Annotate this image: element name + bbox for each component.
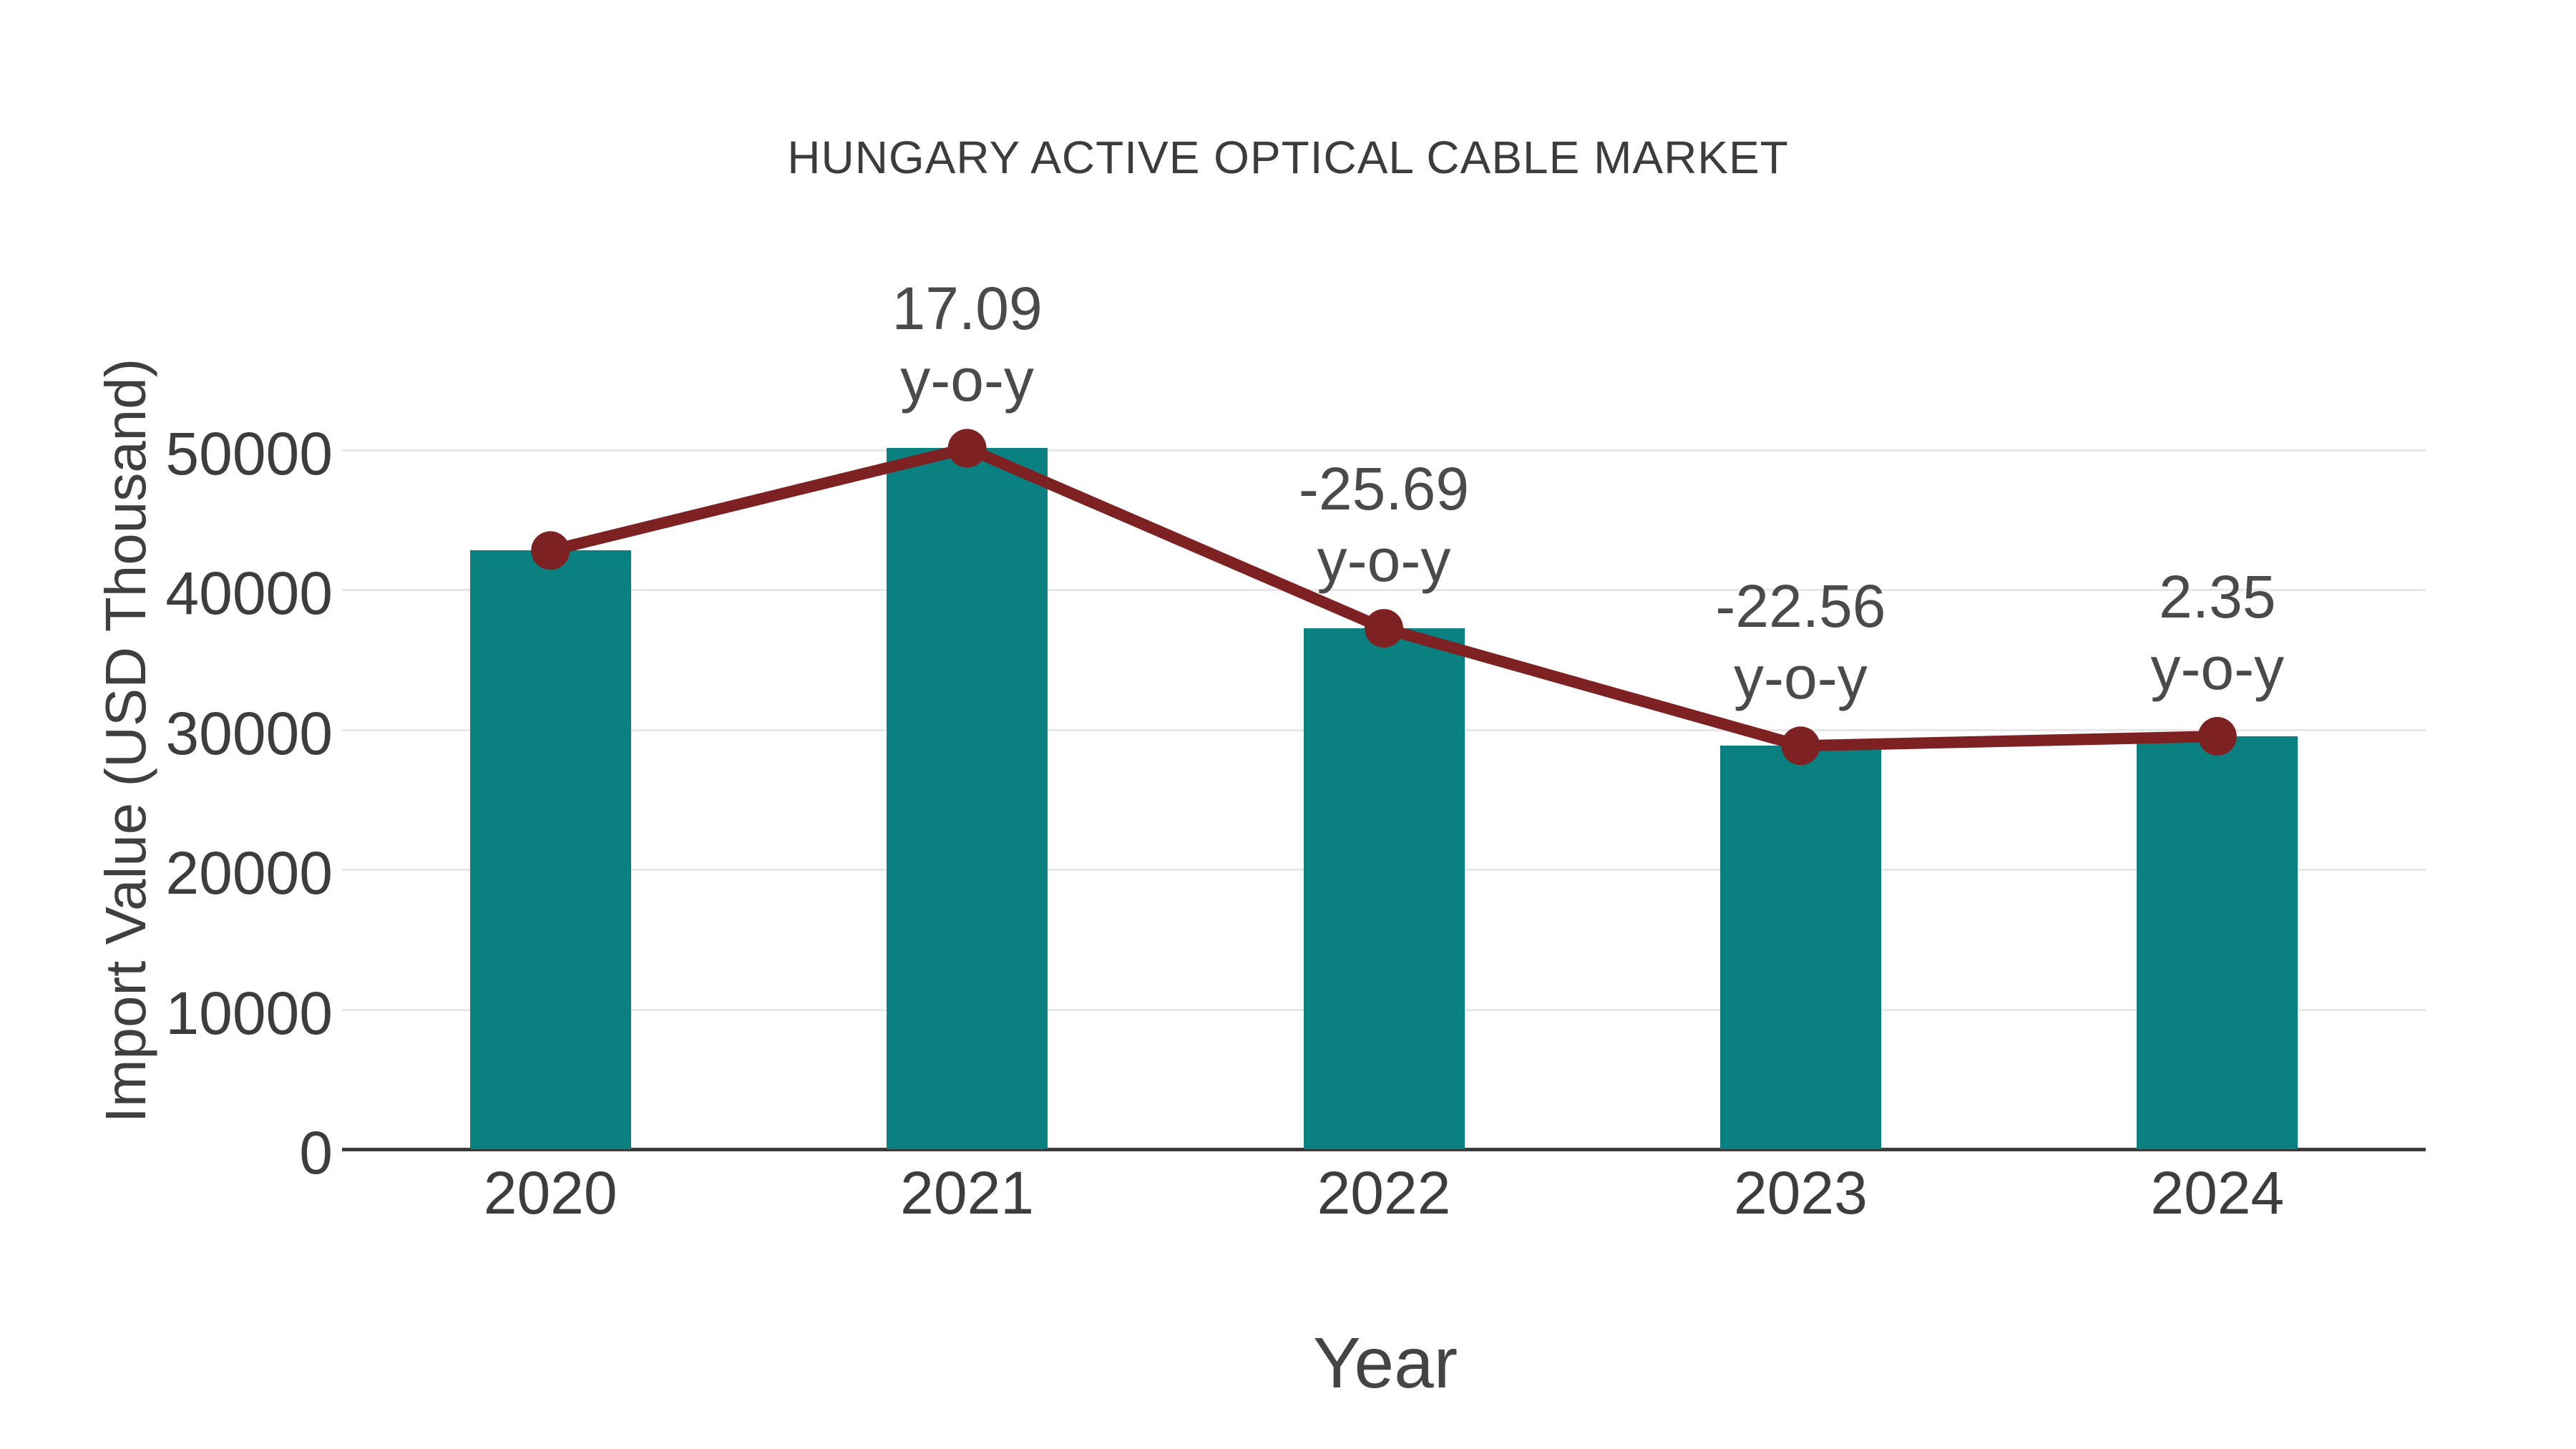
data-point-marker-2023 bbox=[1781, 726, 1820, 766]
data-point-marker-2020 bbox=[531, 531, 570, 570]
yoy-annotation-2023: -22.56 y-o-y bbox=[1550, 570, 2051, 713]
y-tick-label: 40000 bbox=[165, 560, 333, 628]
yoy-value: 2.35 bbox=[2159, 563, 2276, 631]
x-tick-label-2021: 2021 bbox=[900, 1159, 1035, 1226]
x-axis-title: Year bbox=[1312, 1323, 1458, 1403]
data-point-marker-2024 bbox=[2197, 717, 2237, 756]
yoy-annotation-2024: 2.35 y-o-y bbox=[1967, 561, 2468, 704]
x-axis-line bbox=[342, 1148, 2426, 1151]
yoy-caption: y-o-y bbox=[1317, 527, 1451, 595]
gridline bbox=[342, 449, 2426, 452]
yoy-value: -22.56 bbox=[1715, 572, 1886, 640]
y-tick-label: 50000 bbox=[165, 420, 333, 487]
yoy-annotation-2022: -25.69 y-o-y bbox=[1133, 453, 1634, 596]
x-tick-label-2024: 2024 bbox=[2150, 1159, 2285, 1226]
yoy-annotation-2021: 17.09 y-o-y bbox=[717, 273, 1218, 416]
data-point-marker-2022 bbox=[1365, 609, 1403, 648]
gridline bbox=[342, 589, 2426, 592]
yoy-caption: y-o-y bbox=[900, 346, 1034, 414]
yoy-caption: y-o-y bbox=[2150, 635, 2285, 703]
bar-2024 bbox=[2137, 736, 2298, 1149]
yoy-value: -25.69 bbox=[1298, 455, 1470, 523]
y-tick-label: 0 bbox=[299, 1119, 333, 1186]
chart-title: HUNGARY ACTIVE OPTICAL CABLE MARKET bbox=[787, 132, 1789, 183]
bar-2023 bbox=[1719, 746, 1881, 1149]
yoy-caption: y-o-y bbox=[1734, 644, 1868, 712]
yoy-value: 17.09 bbox=[892, 275, 1043, 343]
x-tick-label-2022: 2022 bbox=[1317, 1159, 1451, 1226]
x-tick-label-2023: 2023 bbox=[1733, 1159, 1868, 1226]
x-tick-label-2020: 2020 bbox=[483, 1159, 618, 1226]
bar-2022 bbox=[1303, 628, 1465, 1149]
bar-2021 bbox=[887, 448, 1048, 1149]
y-tick-label: 10000 bbox=[165, 979, 333, 1047]
y-tick-label: 20000 bbox=[165, 839, 333, 907]
bar-2020 bbox=[469, 550, 631, 1149]
data-point-marker-2021 bbox=[947, 429, 987, 468]
y-tick-label: 30000 bbox=[165, 699, 333, 767]
